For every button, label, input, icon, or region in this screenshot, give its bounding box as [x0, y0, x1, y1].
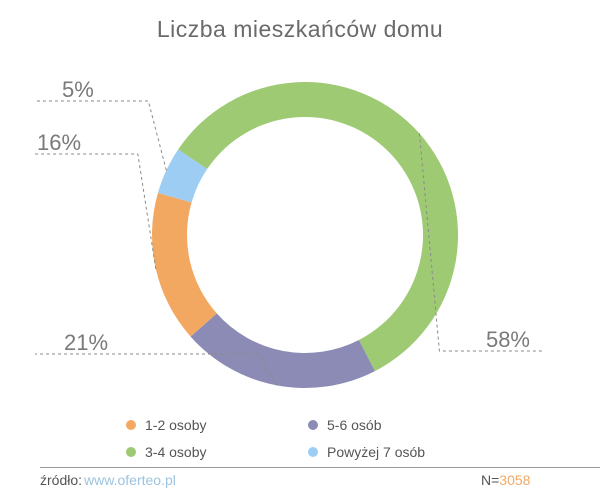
source-link[interactable]: www.oferteo.pl: [84, 472, 176, 488]
sample-label: N=: [481, 472, 500, 488]
slice-powy-ej-7-os-b: [157, 149, 208, 203]
legend-label: 5-6 osób: [327, 417, 382, 433]
legend-label: 1-2 osoby: [145, 417, 207, 433]
legend-item-5-6-osob: 5-6 osób: [308, 417, 381, 433]
legend-label: 3-4 osoby: [145, 444, 207, 460]
legend-swatch: [308, 447, 318, 457]
source-note: źródło: www.oferteo.pl: [40, 472, 176, 488]
source-label: źródło:: [40, 472, 83, 488]
data-label: 5%: [62, 77, 94, 102]
legend-swatch: [308, 420, 318, 430]
sample-value: 3058: [499, 472, 531, 488]
sample-size: N=3058: [481, 472, 530, 488]
leader-line: [418, 133, 545, 352]
chart-title: Liczba mieszkańców domu: [156, 16, 444, 42]
footer-divider: [40, 467, 600, 468]
leader-line: [35, 353, 278, 386]
legend-item-3-4-osoby: 3-4 osoby: [126, 444, 206, 460]
data-label: 58%: [486, 327, 530, 352]
slice-1-2-osoby: [151, 192, 217, 337]
slice-5-6-os-b: [190, 313, 375, 389]
legend-swatch: [126, 420, 136, 430]
data-label: 16%: [37, 130, 81, 155]
legend-item-1-2-osoby: 1-2 osoby: [126, 417, 206, 433]
legend-item-powyzej-7-osob: Powyżej 7 osób: [308, 444, 425, 460]
leader-line: [35, 153, 157, 269]
legend-swatch: [126, 447, 136, 457]
legend-label: Powyżej 7 osób: [327, 444, 426, 460]
data-label: 21%: [64, 330, 108, 355]
